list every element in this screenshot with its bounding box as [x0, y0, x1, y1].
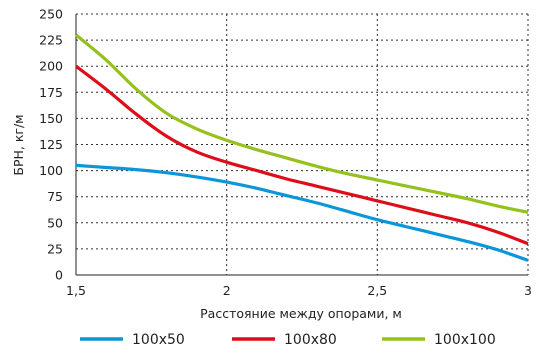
grid — [76, 13, 529, 275]
y-tick-label: 100 — [39, 163, 63, 178]
axes — [75, 14, 528, 276]
y-tick-label: 25 — [47, 241, 63, 256]
y-tick-label: 0 — [55, 268, 63, 283]
legend-label: 100x100 — [434, 332, 496, 348]
x-tick-label: 2 — [223, 283, 231, 298]
y-tick-label: 50 — [47, 215, 63, 230]
legend-label: 100x80 — [284, 332, 337, 348]
x-tick-labels: 1,5 2 2,5 3 — [66, 283, 532, 298]
legend-item-100x100: 100x100 — [382, 332, 496, 348]
series-line-100x80 — [75, 64, 529, 246]
legend: 100x50 100x80 100x100 — [80, 332, 496, 348]
series-line-100x50 — [75, 163, 529, 262]
x-axis-title: Расстояние между опорами, м — [200, 306, 402, 321]
legend-label: 100x50 — [132, 332, 185, 348]
y-tick-labels: 0 25 50 75 100 125 150 175 200 225 250 — [39, 7, 63, 283]
legend-item-100x80: 100x80 — [232, 332, 337, 348]
x-tick-label: 3 — [524, 283, 532, 298]
y-tick-label: 200 — [39, 59, 63, 74]
series-line-100x100 — [74, 33, 529, 214]
y-axis-title: БРН, кг/м — [11, 114, 26, 175]
legend-item-100x50: 100x50 — [80, 332, 185, 348]
y-tick-label: 125 — [39, 137, 63, 152]
y-tick-label: 75 — [47, 189, 63, 204]
y-tick-label: 175 — [39, 85, 63, 100]
x-tick-label: 2,5 — [367, 283, 387, 298]
y-tick-label: 225 — [39, 33, 63, 48]
series-lines — [74, 33, 529, 262]
y-tick-label: 150 — [39, 111, 63, 126]
x-tick-label: 1,5 — [66, 283, 86, 298]
y-tick-label: 250 — [39, 7, 63, 22]
